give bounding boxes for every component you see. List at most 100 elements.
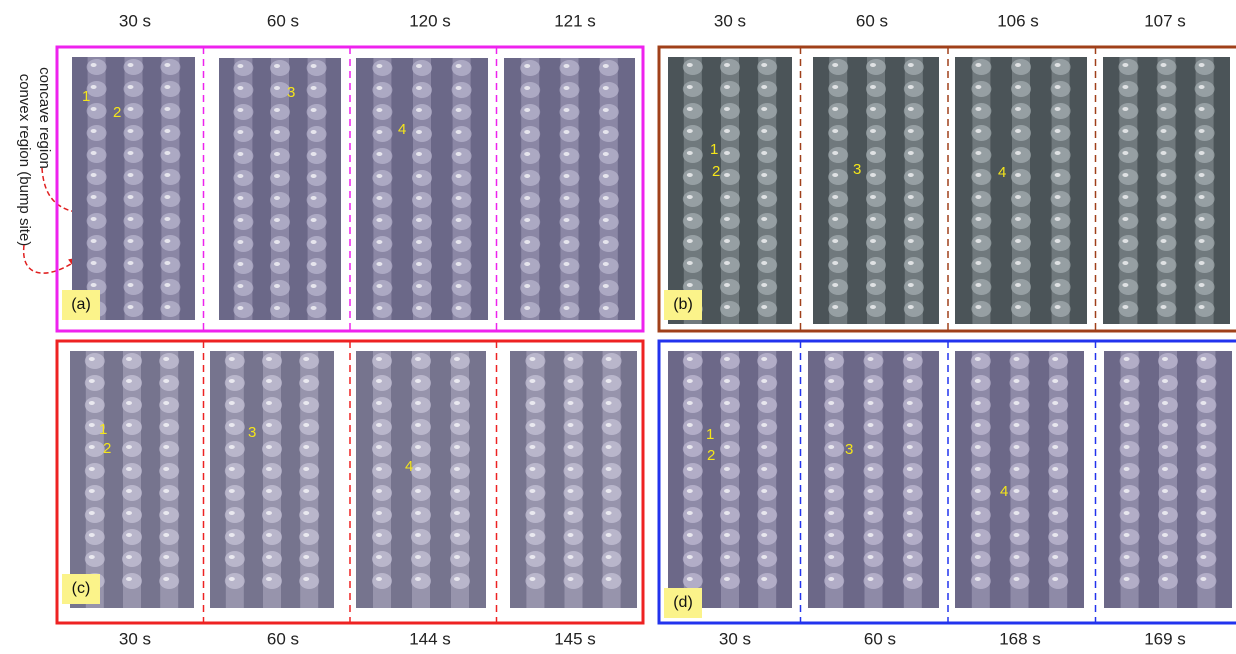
droplet <box>971 257 991 273</box>
droplet <box>1158 419 1178 435</box>
droplet <box>1011 191 1031 207</box>
highlight <box>1055 129 1061 133</box>
droplet <box>828 257 848 273</box>
highlight <box>1015 151 1021 155</box>
highlight <box>568 445 574 449</box>
highlight <box>724 129 730 133</box>
highlight <box>1200 401 1206 405</box>
highlight <box>1015 239 1021 243</box>
droplet <box>225 485 245 501</box>
highlight <box>975 357 981 361</box>
droplet <box>757 375 777 391</box>
highlight <box>606 445 612 449</box>
highlight <box>266 401 272 405</box>
droplet <box>1195 59 1215 75</box>
highlight <box>303 577 309 581</box>
annotation: 1 <box>710 141 718 158</box>
highlight <box>761 261 767 265</box>
droplet <box>599 148 619 164</box>
droplet <box>866 257 886 273</box>
highlight <box>164 261 170 265</box>
droplet <box>233 82 253 98</box>
droplet <box>85 463 105 479</box>
highlight <box>564 152 570 156</box>
droplet <box>683 147 703 163</box>
highlight <box>724 511 730 515</box>
photo <box>955 351 1084 608</box>
droplet <box>525 463 545 479</box>
highlight <box>975 261 981 265</box>
highlight <box>564 174 570 178</box>
droplet <box>1196 375 1216 391</box>
highlight <box>303 467 309 471</box>
highlight <box>832 85 838 89</box>
droplet <box>757 301 777 317</box>
droplet <box>307 236 327 252</box>
highlight <box>761 533 767 537</box>
highlight <box>761 379 767 383</box>
highlight <box>415 423 421 427</box>
time-label: 121 s <box>554 11 596 30</box>
highlight <box>687 533 693 537</box>
droplet <box>270 192 290 208</box>
highlight <box>266 533 272 537</box>
highlight <box>1161 261 1167 265</box>
highlight <box>311 174 317 178</box>
photo <box>510 351 637 608</box>
highlight <box>91 261 97 265</box>
droplet <box>525 485 545 501</box>
droplet <box>1195 257 1215 273</box>
annotation: 1 <box>82 88 90 105</box>
droplet <box>1120 507 1140 523</box>
highlight <box>907 467 913 471</box>
arrow <box>24 245 80 273</box>
droplet <box>720 463 740 479</box>
highlight <box>1052 489 1058 493</box>
highlight <box>1161 305 1167 309</box>
photo <box>808 351 939 608</box>
highlight <box>376 240 382 244</box>
droplet <box>824 485 844 501</box>
highlight <box>687 357 693 361</box>
droplet <box>1051 279 1071 295</box>
droplet <box>122 353 142 369</box>
droplet <box>564 441 584 457</box>
highlight <box>529 467 535 471</box>
highlight <box>1122 195 1128 199</box>
droplet <box>824 463 844 479</box>
highlight <box>908 63 914 67</box>
droplet <box>1048 441 1068 457</box>
droplet <box>412 60 432 76</box>
droplet <box>450 551 470 567</box>
highlight <box>1055 239 1061 243</box>
droplet <box>525 551 545 567</box>
droplet <box>866 191 886 207</box>
droplet <box>1195 235 1215 251</box>
droplet <box>307 104 327 120</box>
droplet <box>683 125 703 141</box>
droplet <box>904 213 924 229</box>
droplet <box>720 573 740 589</box>
droplet <box>904 59 924 75</box>
highlight <box>568 467 574 471</box>
droplet <box>903 441 923 457</box>
droplet <box>307 170 327 186</box>
droplet <box>122 397 142 413</box>
highlight <box>1052 511 1058 515</box>
highlight <box>724 85 730 89</box>
highlight <box>908 261 914 265</box>
highlight <box>1015 173 1021 177</box>
droplet <box>602 397 622 413</box>
droplet <box>864 463 884 479</box>
droplet <box>452 236 472 252</box>
droplet <box>903 419 923 435</box>
droplet <box>757 463 777 479</box>
highlight <box>376 218 382 222</box>
droplet <box>1120 419 1140 435</box>
droplet <box>720 191 740 207</box>
time-label: 169 s <box>1144 629 1186 648</box>
highlight <box>376 86 382 90</box>
highlight <box>724 489 730 493</box>
droplet <box>757 191 777 207</box>
droplet <box>1157 103 1177 119</box>
